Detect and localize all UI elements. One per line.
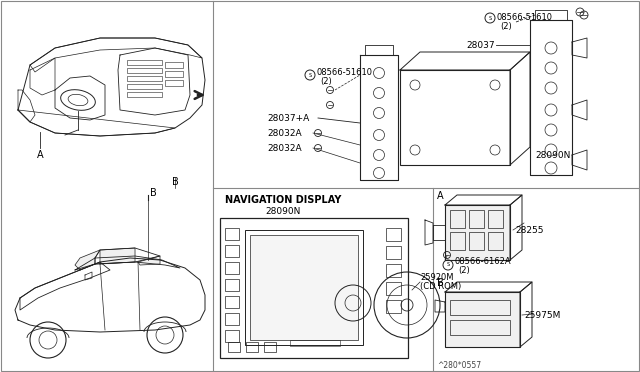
Text: (CD ROM): (CD ROM) [420, 282, 461, 292]
Bar [450, 320, 510, 335]
Text: S: S [447, 263, 449, 267]
Text: 25975M: 25975M [524, 311, 561, 320]
Bar [225, 245, 239, 257]
Bar [264, 342, 276, 352]
Bar [469, 210, 484, 228]
Text: S: S [308, 73, 312, 77]
Text: 28090N: 28090N [265, 206, 300, 215]
Bar [165, 71, 183, 77]
Bar [127, 84, 162, 89]
Bar [488, 210, 503, 228]
Text: B: B [437, 278, 444, 288]
Polygon shape [100, 248, 135, 264]
Bar [127, 92, 162, 97]
Text: 28032A: 28032A [267, 144, 301, 153]
Bar [225, 262, 239, 274]
Bar [220, 218, 408, 358]
Bar [225, 313, 239, 325]
Bar [450, 232, 465, 250]
Bar [127, 68, 162, 73]
Bar [225, 296, 239, 308]
Text: 28032A: 28032A [267, 128, 301, 138]
Text: 28037: 28037 [467, 41, 495, 49]
Text: 25920M: 25920M [420, 273, 454, 282]
Bar [450, 210, 465, 228]
Polygon shape [75, 250, 100, 270]
Text: 28037+A: 28037+A [267, 113, 309, 122]
Text: A: A [437, 191, 444, 201]
Bar [250, 235, 358, 340]
Text: S: S [488, 16, 492, 20]
Bar [445, 205, 510, 260]
Bar [386, 264, 401, 277]
Bar [290, 340, 340, 346]
Text: 28090N: 28090N [535, 151, 570, 160]
Bar [246, 342, 258, 352]
Bar [386, 246, 401, 259]
Bar [245, 230, 363, 345]
Text: A: A [36, 150, 44, 160]
Bar [225, 279, 239, 291]
Text: (2): (2) [458, 266, 470, 276]
Bar [450, 300, 510, 315]
Text: B: B [150, 188, 157, 198]
Bar [400, 70, 510, 165]
Bar [225, 330, 239, 342]
Text: 08566-6162A: 08566-6162A [455, 257, 511, 266]
Text: (2): (2) [320, 77, 332, 86]
Bar [445, 292, 520, 347]
Bar [225, 228, 239, 240]
Bar [165, 80, 183, 86]
Bar [386, 228, 401, 241]
Text: B: B [172, 177, 179, 187]
Text: 08566-51610: 08566-51610 [317, 67, 373, 77]
Bar [165, 62, 183, 68]
Bar [386, 282, 401, 295]
Bar [386, 300, 401, 313]
Bar [127, 76, 162, 81]
Text: NAVIGATION DISPLAY: NAVIGATION DISPLAY [225, 195, 341, 205]
Bar [127, 60, 162, 65]
Text: 08566-51610: 08566-51610 [497, 13, 553, 22]
Bar [228, 342, 240, 352]
Text: (2): (2) [500, 22, 512, 31]
Text: 28255: 28255 [515, 225, 543, 234]
Text: ^280*0557: ^280*0557 [437, 360, 481, 369]
Bar [488, 232, 503, 250]
Polygon shape [138, 256, 160, 265]
Bar [469, 232, 484, 250]
